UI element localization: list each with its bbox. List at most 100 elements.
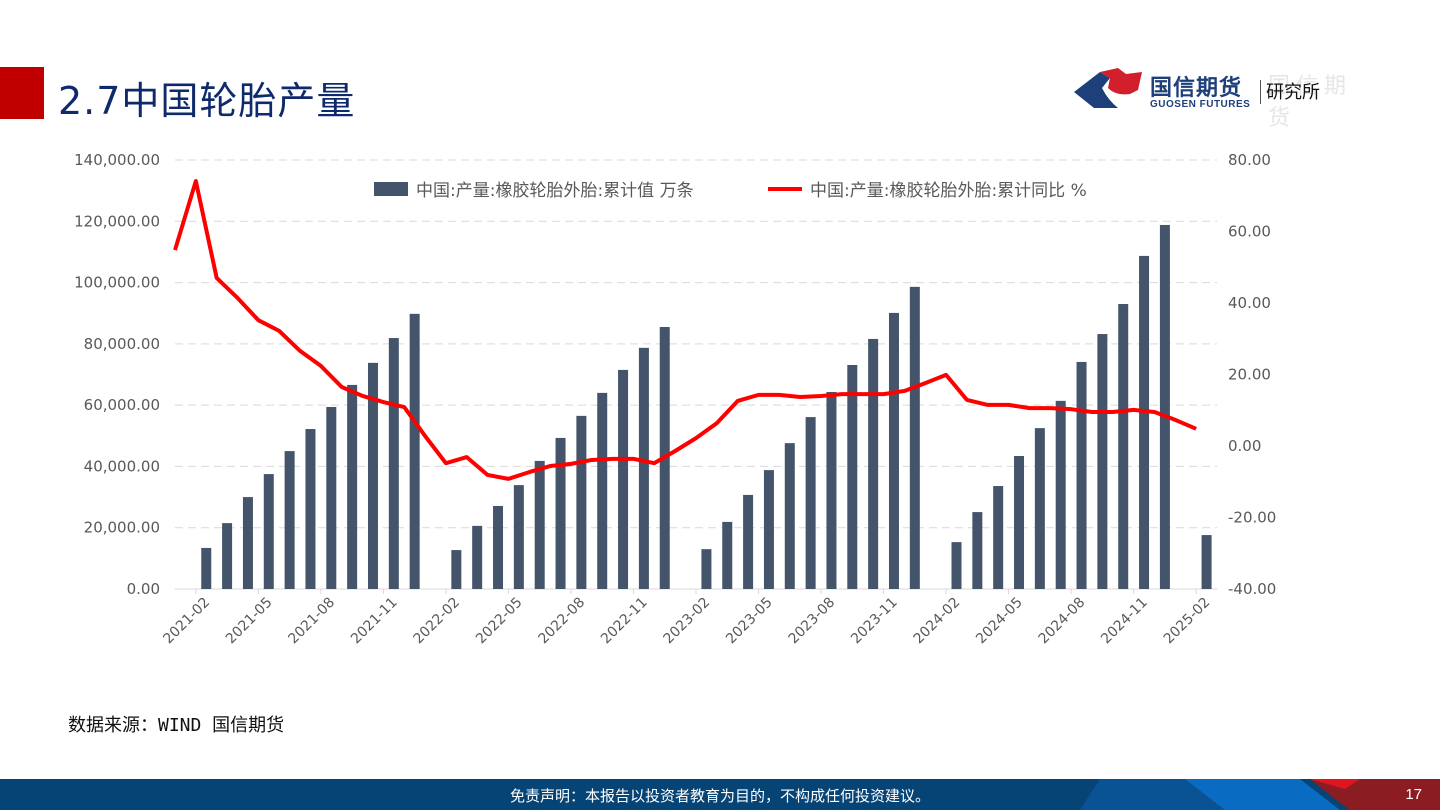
x-axis-tick: 2022-08 (536, 595, 589, 648)
bar (1055, 400, 1066, 589)
page-title: 2.7中国轮胎产量 (58, 79, 356, 123)
bar (805, 417, 816, 589)
logo-name-cn: 国信期货 (1150, 76, 1243, 101)
bar (888, 312, 899, 589)
logo-mark-icon (1074, 68, 1142, 108)
bar (1097, 334, 1108, 589)
x-axis-tick: 2024-08 (1036, 595, 1089, 648)
x-axis-tick: 2021-05 (223, 595, 276, 648)
bar (722, 521, 733, 589)
legend-line-label: 中国:产量:橡胶轮胎外胎:累计同比 % (810, 181, 1087, 201)
right-axis-tick: 20.00 (1228, 366, 1271, 384)
x-axis-tick: 2022-05 (473, 595, 526, 648)
legend-bar-label: 中国:产量:橡胶轮胎外胎:累计值 万条 (416, 181, 694, 201)
data-source: 数据来源：WIND 国信期货 (68, 715, 285, 736)
bar (284, 451, 295, 589)
left-y-axis: 140,000.00 120,000.00 100,000.00 80,000.00 6… (74, 151, 160, 598)
yoy-line (173, 179, 1197, 481)
left-axis-tick: 40,000.00 (84, 457, 160, 475)
x-axis-tick: 2023-05 (723, 595, 776, 648)
bar (409, 313, 420, 589)
bar (1139, 255, 1150, 589)
bar (1076, 361, 1087, 589)
bar (638, 347, 649, 589)
bar (826, 391, 837, 589)
x-axis-tick: 2022-02 (410, 595, 463, 648)
bar (597, 392, 608, 589)
bar (1014, 456, 1025, 589)
bar (576, 415, 587, 589)
bar (763, 470, 774, 589)
bar (743, 494, 754, 589)
bar (951, 542, 962, 589)
right-y-axis: 80.00 60.00 40.00 20.00 0.00 -20.00 -40.00 (1228, 151, 1276, 598)
x-axis-tick: 2021-11 (348, 595, 401, 648)
bar (263, 474, 274, 589)
disclaimer: 免责声明：本报告以投资者教育为目的，不构成任何投资建议。 (509, 787, 930, 805)
right-axis-tick: -20.00 (1228, 509, 1276, 527)
right-axis-tick: 40.00 (1228, 294, 1271, 312)
bar (1159, 224, 1170, 589)
bar (242, 497, 253, 589)
x-axis-tick: 2025-02 (1161, 595, 1214, 648)
logo-name-en: GUOSEN FUTURES (1150, 99, 1251, 110)
bar (388, 338, 399, 589)
x-axis: 2021-02 2021-05 2021-08 2021-11 2022-02 2022-… (160, 589, 1213, 647)
footer-decoration (1080, 779, 1440, 810)
left-axis-tick: 120,000.00 (74, 212, 160, 230)
x-axis-tick: 2021-08 (285, 595, 338, 648)
bar (222, 523, 233, 589)
bar (868, 338, 879, 589)
chart-canvas: 140,000.00 120,000.00 100,000.00 80,000.00 6… (74, 151, 1276, 647)
legend: 中国:产量:橡胶轮胎外胎:累计值 万条 中国:产量:橡胶轮胎外胎:累计同比 % (374, 181, 1087, 201)
bar (367, 362, 378, 589)
left-axis-tick: 140,000.00 (74, 151, 160, 169)
right-axis-tick: 80.00 (1228, 151, 1271, 169)
left-axis-tick: 80,000.00 (84, 335, 160, 353)
x-axis-tick: 2021-02 (160, 595, 213, 648)
right-axis-tick: 60.00 (1228, 223, 1271, 241)
bar (472, 525, 483, 589)
left-axis-tick: 60,000.00 (84, 396, 160, 414)
x-axis-tick: 2024-05 (973, 595, 1026, 648)
bar (847, 365, 858, 589)
bar (1201, 535, 1212, 589)
x-axis-tick: 2023-08 (786, 595, 839, 648)
legend-bar-swatch (374, 182, 408, 196)
right-axis-tick: 0.00 (1228, 437, 1261, 455)
bar (534, 460, 545, 589)
bar (1034, 428, 1045, 589)
bar (784, 443, 795, 589)
x-axis-tick: 2023-02 (661, 595, 714, 648)
bar (451, 550, 462, 589)
left-axis-tick: 20,000.00 (84, 519, 160, 537)
bar (1118, 304, 1129, 589)
x-axis-tick: 2022-11 (598, 595, 651, 648)
logo-divider (1260, 80, 1261, 104)
title-accent-block (0, 67, 44, 119)
bar (201, 547, 212, 589)
page-number: 17 (1405, 786, 1422, 803)
x-axis-tick: 2024-02 (911, 595, 964, 648)
logo-subtitle: 研究所 (1266, 82, 1320, 103)
x-axis-tick: 2024-11 (1098, 595, 1151, 648)
bar (993, 486, 1004, 589)
bar (513, 485, 524, 589)
bar (555, 437, 566, 589)
bar (305, 429, 316, 589)
right-axis-tick: -40.00 (1228, 580, 1276, 598)
company-logo: 国信期货 国信期货 GUOSEN FUTURES 研究所 (1072, 66, 1372, 131)
bar (909, 286, 920, 589)
bar (347, 384, 358, 589)
bar (618, 369, 629, 589)
line-series (173, 179, 1197, 481)
bar (701, 549, 712, 589)
footer-bar: 免责声明：本报告以投资者教育为目的，不构成任何投资建议。 17 (0, 779, 1440, 810)
left-axis-tick: 100,000.00 (74, 274, 160, 292)
tire-production-chart: 140,000.00 120,000.00 100,000.00 80,000.00 6… (0, 140, 1440, 700)
bar (972, 512, 983, 589)
bar (326, 406, 337, 589)
left-axis-tick: 0.00 (127, 580, 160, 598)
bar (493, 505, 504, 589)
x-axis-tick: 2023-11 (848, 595, 901, 648)
